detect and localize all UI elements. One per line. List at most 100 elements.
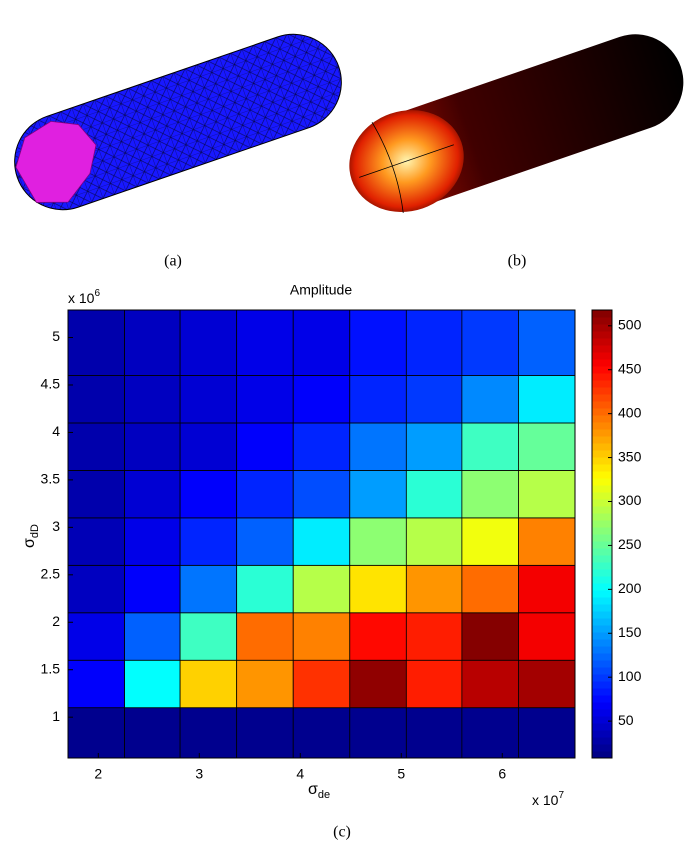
colorbar-step <box>592 345 612 353</box>
colorbar-step <box>592 646 612 654</box>
heat-cell <box>350 310 407 375</box>
heat-cell <box>518 565 575 612</box>
colorbar-step <box>592 597 612 605</box>
colorbar-step <box>592 429 612 437</box>
colorbar-step <box>592 394 612 402</box>
heat-cell <box>406 423 462 470</box>
colorbar-tick-label: 450 <box>618 360 642 376</box>
colorbar-step <box>592 569 612 577</box>
y-tick-label: 3.5 <box>41 471 61 487</box>
heat-cell <box>293 660 350 707</box>
colorbar-step <box>592 618 612 626</box>
heat-cell <box>180 518 237 565</box>
heat-cell <box>518 518 575 565</box>
heat-cell <box>518 708 575 758</box>
colorbar-step <box>592 478 612 486</box>
heat-cell <box>237 565 294 612</box>
heat-cell <box>406 375 462 422</box>
heat-cell <box>180 708 237 758</box>
colorbar-step <box>592 380 612 388</box>
x-tick-label: 2 <box>94 766 102 782</box>
heat-cell <box>237 310 294 375</box>
colorbar-step <box>592 443 612 451</box>
heat-cell <box>406 310 462 375</box>
colorbar-step <box>592 492 612 500</box>
colorbar-step <box>592 709 612 717</box>
heat-cell <box>518 375 575 422</box>
heat-cell <box>406 613 462 660</box>
y-multiplier-exp: 6 <box>94 288 100 299</box>
colorbar-step <box>592 352 612 360</box>
heat-cell <box>518 660 575 707</box>
figure: (a) (b) (c) Amplitude x 106 x 107 σde σd… <box>0 0 697 848</box>
y-tick-label: 4 <box>52 423 60 439</box>
y-tick-label: 1 <box>52 708 60 724</box>
y-tick-label: 5 <box>52 328 60 344</box>
colorbar-tick-label: 250 <box>618 536 642 552</box>
colorbar-step <box>592 751 612 759</box>
x-tick-label: 4 <box>296 766 304 782</box>
heat-cell <box>406 565 462 612</box>
heat-cell <box>125 423 181 470</box>
colorbar-step <box>592 730 612 738</box>
heat-cell <box>237 613 294 660</box>
colorbar-step <box>592 359 612 367</box>
heat-cell <box>237 708 294 758</box>
heat-cell <box>293 708 350 758</box>
colorbar-step <box>592 499 612 507</box>
colorbar-tick-label: 50 <box>618 712 634 728</box>
heat-cell <box>406 660 462 707</box>
heat-cell <box>125 375 181 422</box>
colorbar-step <box>592 387 612 395</box>
x-multiplier-exp: 7 <box>558 790 564 801</box>
panel-caption: (b) <box>508 253 527 270</box>
colorbar-step <box>592 548 612 556</box>
colorbar-step <box>592 513 612 521</box>
colorbar-step <box>592 744 612 752</box>
colorbar-step <box>592 541 612 549</box>
heat-cell <box>350 518 407 565</box>
heat-cell <box>293 518 350 565</box>
colorbar-tick-label: 350 <box>618 448 642 464</box>
heat-cell <box>293 470 350 517</box>
chart-title: Amplitude <box>290 282 352 298</box>
colorbar-tick-label: 100 <box>618 668 642 684</box>
heat-cell <box>180 565 237 612</box>
mesh-cylinder <box>2 21 355 222</box>
heat-cell <box>125 518 181 565</box>
colorbar-step <box>592 639 612 647</box>
heat-cell <box>237 470 294 517</box>
heat-cell <box>180 660 237 707</box>
x-label-symbol: σ <box>308 781 318 798</box>
colorbar-step <box>592 611 612 619</box>
heat-cell <box>462 613 519 660</box>
colorbar-step <box>592 450 612 458</box>
colorbar-step <box>592 338 612 346</box>
heat-cell <box>462 518 519 565</box>
panel-caption: (c) <box>333 824 351 841</box>
heat-cell <box>293 423 350 470</box>
colorbar-step <box>592 723 612 731</box>
colorbar-step <box>592 324 612 332</box>
y-multiplier-base: x 10 <box>68 290 95 306</box>
heat-cell <box>237 518 294 565</box>
heat-cell <box>68 470 125 517</box>
x-tick-label: 3 <box>195 766 203 782</box>
colorbar-step <box>592 485 612 493</box>
heat-cell <box>237 660 294 707</box>
colorbar-step <box>592 331 612 339</box>
heat-cell <box>518 613 575 660</box>
heat-cell <box>293 613 350 660</box>
colorbar-step <box>592 653 612 661</box>
colorbar-tick-label: 200 <box>618 580 642 596</box>
x-tick-label: 5 <box>397 766 405 782</box>
colorbar-step <box>592 674 612 682</box>
heat-cell <box>350 708 407 758</box>
heat-cell <box>350 565 407 612</box>
panel-caption: (a) <box>164 253 182 270</box>
heat-cell <box>68 310 125 375</box>
x-axis-label: σde <box>308 781 330 801</box>
colorbar-step <box>592 520 612 528</box>
y-multiplier: x 106 <box>68 288 100 306</box>
heat-cell <box>125 310 181 375</box>
